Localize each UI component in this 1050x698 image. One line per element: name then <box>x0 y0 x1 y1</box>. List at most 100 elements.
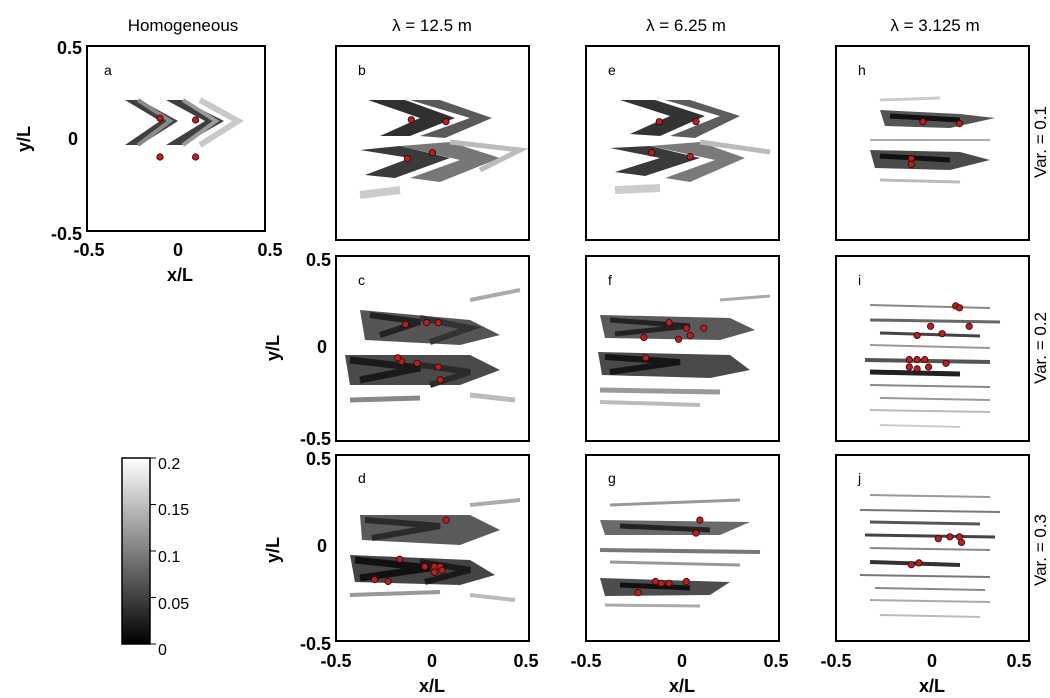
panel-c-ylabel: y/L <box>263 335 283 361</box>
marker-layer <box>156 114 973 597</box>
panel-letter-e: e <box>608 62 616 78</box>
marker-point-h-0 <box>919 118 927 126</box>
marker-point-a-0 <box>156 114 164 122</box>
plume-field-h <box>870 96 995 184</box>
plume-field-e <box>610 100 771 194</box>
plume-field-b <box>359 100 529 199</box>
panel-a-xlabel: x/L <box>167 265 193 285</box>
panel-b <box>335 45 530 241</box>
panel-letter-j: j <box>857 470 861 486</box>
column-title-lambda-6-25: λ = 6.25 m <box>646 16 726 35</box>
marker-point-i-6 <box>905 355 913 364</box>
marker-point-f-2 <box>700 324 708 332</box>
marker-point-j-5 <box>907 561 915 569</box>
marker-point-i-3 <box>965 322 973 330</box>
panel-letter-i: i <box>858 272 861 288</box>
marker-point-c-1 <box>423 318 431 327</box>
panel-a-ytick-top: 0.5 <box>57 38 82 58</box>
panel-j <box>835 454 1030 642</box>
colorbar <box>121 457 156 645</box>
column-title-homogeneous: Homogeneous <box>128 16 239 35</box>
panel-letter-a: a <box>104 62 112 78</box>
marker-point-e-0 <box>655 118 663 126</box>
panel-a-xtick-mid: 0 <box>173 240 183 260</box>
marker-point-c-0 <box>401 320 410 328</box>
panel-d-xtick-left: -0.5 <box>320 651 351 671</box>
marker-point-d-5 <box>430 568 438 576</box>
marker-point-c-6 <box>436 376 444 384</box>
panel-d-xtick-mid: 0 <box>427 651 437 671</box>
marker-point-f-6 <box>642 354 650 362</box>
marker-point-d-8 <box>370 575 379 584</box>
marker-point-g-4 <box>665 579 673 587</box>
marker-point-a-3 <box>192 153 200 161</box>
panel-j-xtick-mid: 0 <box>927 651 937 671</box>
marker-point-e-1 <box>692 118 700 126</box>
panel-letter-b: b <box>358 62 366 78</box>
column-title-lambda-12-5: λ = 12.5 m <box>392 16 472 35</box>
panel-c-ytick-mid: 0 <box>317 337 327 357</box>
marker-point-j-4 <box>915 559 923 567</box>
panel-a-ytick-mid: 0 <box>68 129 78 149</box>
marker-point-i-11 <box>924 363 933 371</box>
marker-point-c-5 <box>434 363 442 371</box>
marker-point-i-9 <box>905 363 913 371</box>
marker-point-i-7 <box>913 355 921 364</box>
marker-point-j-1 <box>946 533 954 541</box>
marker-point-i-1 <box>955 304 964 312</box>
marker-point-a-2 <box>156 153 164 161</box>
marker-point-d-7 <box>384 577 392 586</box>
marker-point-b-3 <box>428 149 437 157</box>
panel-d-ylabel: y/L <box>263 537 283 563</box>
panel-f <box>585 255 780 442</box>
marker-point-c-7 <box>394 354 402 362</box>
plume-field-f <box>598 294 771 407</box>
marker-point-d-1 <box>396 555 404 563</box>
colorbar-tick-0-05: 0.05 <box>158 596 189 613</box>
column-title-lambda-3-125: λ = 3.125 m <box>890 16 979 35</box>
plume-field-g <box>599 498 761 608</box>
marker-point-d-6 <box>438 566 446 574</box>
marker-point-c-4 <box>413 359 421 367</box>
panel-letter-h: h <box>858 62 866 78</box>
panel-j-xlabel: x/L <box>919 676 945 696</box>
row-title-var-0-1: Var. = 0.1 <box>1031 106 1050 178</box>
panel-e <box>585 45 780 241</box>
marker-point-f-3 <box>674 335 683 343</box>
marker-point-i-2 <box>926 322 935 330</box>
marker-point-b-1 <box>442 118 450 126</box>
panel-j-xtick-left: -0.5 <box>820 651 851 671</box>
marker-point-b-2 <box>403 154 411 163</box>
marker-point-f-5 <box>640 333 648 341</box>
panel-letter-d: d <box>358 470 366 486</box>
marker-point-h-3 <box>907 160 915 168</box>
marker-point-f-4 <box>686 331 694 340</box>
panel-letter-f: f <box>608 272 612 288</box>
marker-point-d-2 <box>421 562 429 571</box>
marker-point-h-1 <box>955 120 964 128</box>
panel-a-xtick-right: 0.5 <box>257 240 282 260</box>
colorbar-gradient <box>121 457 151 645</box>
marker-point-e-2 <box>647 149 656 157</box>
panel-d-xtick-right: 0.5 <box>513 651 538 671</box>
marker-point-g-3 <box>657 579 665 587</box>
panel-a-xtick-left: -0.5 <box>73 240 104 260</box>
marker-point-g-6 <box>634 588 642 597</box>
panel-c-ytick-top: 0.5 <box>306 250 331 270</box>
marker-point-g-0 <box>696 516 704 524</box>
row-title-var-0-3: Var. = 0.3 <box>1031 514 1050 586</box>
panel-d <box>335 454 530 642</box>
panel-h <box>835 45 1030 241</box>
panel-letter-g: g <box>608 470 616 486</box>
panel-a-ylabel: y/L <box>14 126 34 152</box>
marker-point-i-5 <box>913 331 921 340</box>
marker-point-i-8 <box>921 355 929 364</box>
marker-point-d-0 <box>442 516 450 524</box>
plume-field-a <box>125 97 244 148</box>
panel-c <box>335 255 530 442</box>
plume-field-c <box>345 288 521 403</box>
marker-point-f-1 <box>682 324 691 332</box>
panel-d-ytick-bottom: -0.5 <box>300 634 331 654</box>
marker-point-g-1 <box>692 529 700 537</box>
